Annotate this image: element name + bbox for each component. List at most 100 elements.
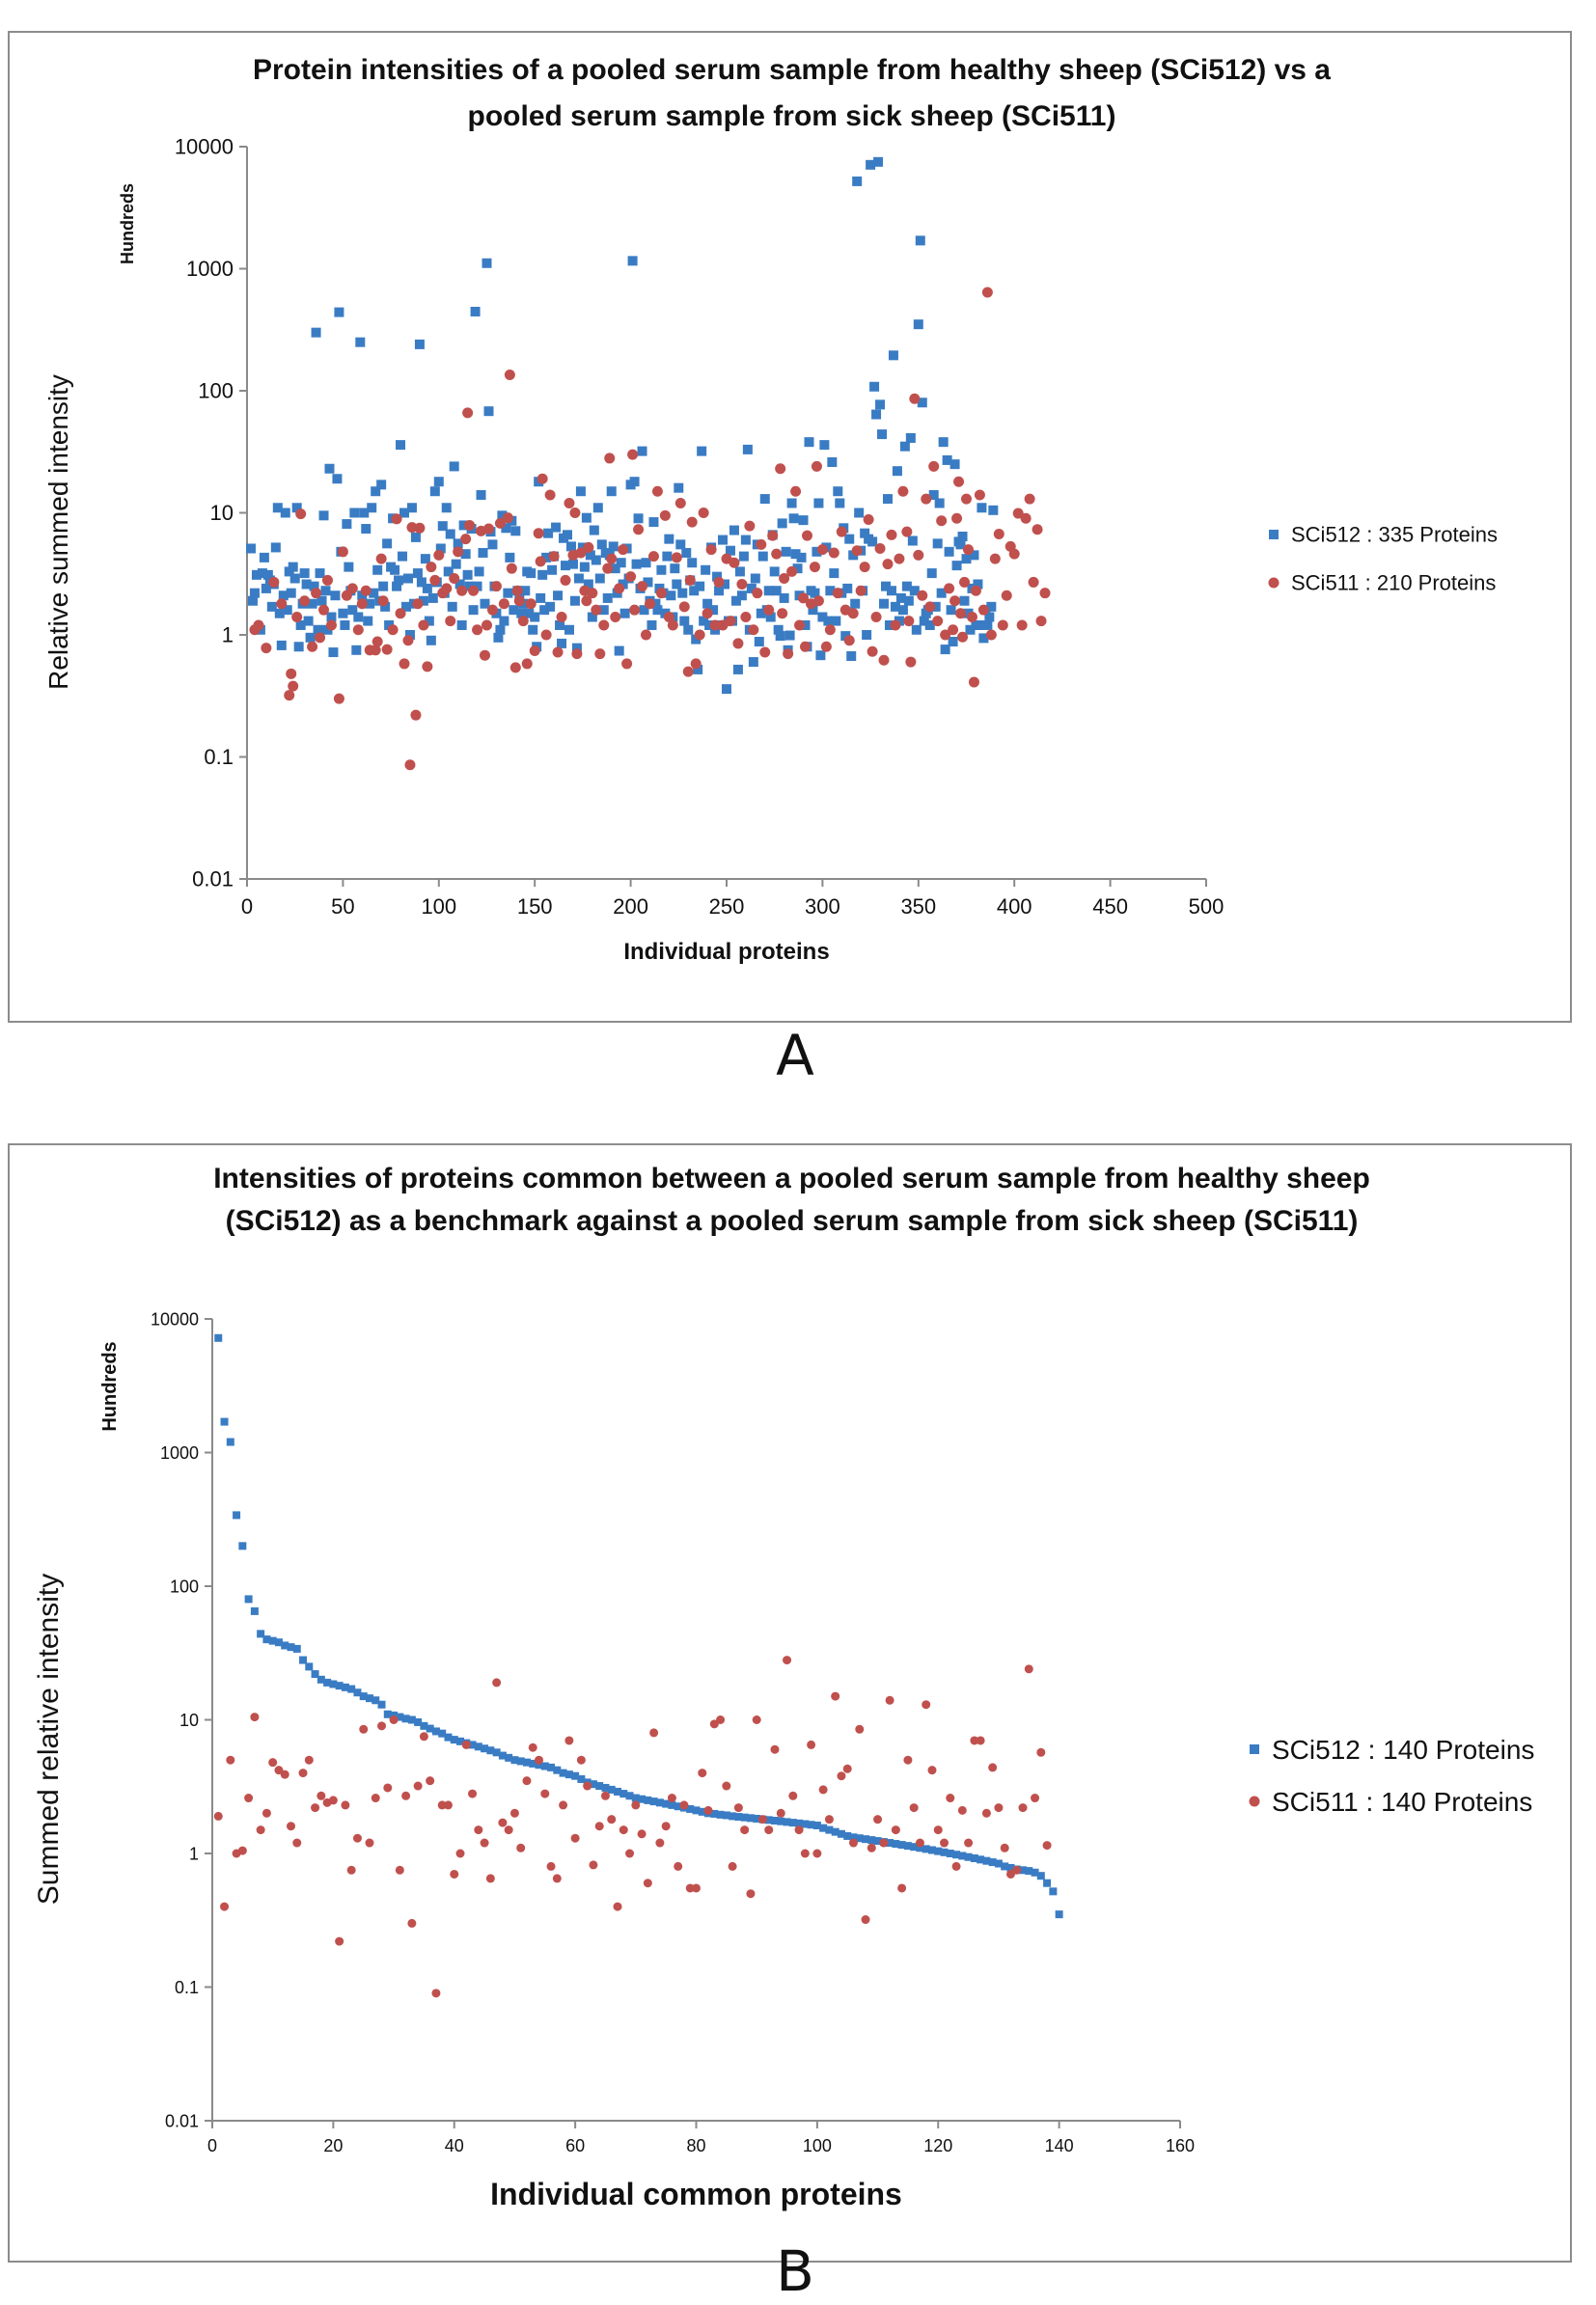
data-point <box>305 1662 314 1671</box>
data-point <box>729 1812 737 1821</box>
y-axis-label: Relative summed intensity <box>43 374 73 690</box>
data-point <box>729 557 740 568</box>
data-point <box>897 1841 906 1850</box>
legend-marker <box>1249 1796 1260 1807</box>
data-point <box>502 512 513 524</box>
data-point <box>982 1856 991 1865</box>
data-point <box>598 619 610 631</box>
data-point <box>288 562 298 572</box>
data-point <box>835 498 845 508</box>
data-point <box>509 1808 519 1818</box>
data-point <box>318 510 329 521</box>
data-point <box>414 522 426 534</box>
data-point <box>722 684 731 695</box>
data-point <box>462 407 474 419</box>
data-point <box>697 446 707 456</box>
data-point <box>666 590 676 601</box>
data-point <box>1019 1866 1028 1875</box>
data-point <box>928 490 939 501</box>
data-point <box>674 497 686 508</box>
data-point <box>867 1843 876 1852</box>
data-point <box>352 1833 362 1843</box>
data-point <box>341 1683 349 1691</box>
data-point <box>682 666 694 677</box>
data-point <box>736 590 747 601</box>
data-point <box>595 1782 604 1791</box>
data-point <box>903 595 914 606</box>
data-point <box>740 612 752 623</box>
data-point <box>977 604 989 616</box>
x-tick-label: 150 <box>517 894 553 919</box>
data-point <box>289 573 300 584</box>
data-point <box>909 586 920 596</box>
data-point <box>693 664 703 674</box>
data-point <box>337 546 348 558</box>
data-point <box>840 631 851 642</box>
data-point <box>276 640 287 650</box>
data-point <box>807 1740 816 1749</box>
data-point <box>674 482 684 493</box>
data-point <box>482 619 492 631</box>
data-point <box>281 1641 289 1650</box>
data-point <box>610 563 620 574</box>
y-tick-label: 1000 <box>160 1443 199 1463</box>
x-tick-label: 200 <box>613 894 648 919</box>
data-point <box>458 520 469 531</box>
data-point <box>383 1783 393 1793</box>
data-point <box>740 1813 749 1822</box>
data-point <box>843 635 855 646</box>
data-point <box>903 1755 913 1765</box>
data-point <box>671 552 682 563</box>
data-point <box>509 605 519 616</box>
data-point <box>325 619 337 631</box>
data-point <box>922 1700 931 1710</box>
data-point <box>746 1814 755 1823</box>
data-point <box>849 1833 858 1842</box>
data-point <box>936 515 948 527</box>
data-point <box>422 583 432 593</box>
data-point <box>643 577 653 588</box>
data-point <box>699 616 709 626</box>
data-point <box>625 1849 635 1858</box>
data-point <box>820 641 832 652</box>
data-point <box>299 595 311 607</box>
data-point <box>1001 590 1012 601</box>
data-point <box>824 624 836 636</box>
data-point <box>387 624 399 636</box>
data-point <box>311 588 322 599</box>
data-point <box>867 536 878 547</box>
data-point <box>390 564 400 575</box>
data-point <box>674 1802 682 1811</box>
data-point <box>1024 493 1035 505</box>
data-point <box>449 573 460 585</box>
data-point <box>547 564 558 575</box>
data-point <box>881 581 892 591</box>
data-point <box>396 440 406 451</box>
x-tick-label: 80 <box>686 2136 705 2155</box>
data-point <box>391 513 402 525</box>
data-point <box>570 1833 580 1843</box>
data-point <box>493 632 504 643</box>
data-point <box>823 616 834 626</box>
data-point <box>353 1688 362 1697</box>
data-point <box>429 574 441 586</box>
data-point <box>631 1794 640 1802</box>
data-point <box>472 624 483 636</box>
x-tick-label: 350 <box>900 894 936 919</box>
data-point <box>594 573 605 584</box>
data-point <box>970 585 981 596</box>
data-point <box>282 605 292 616</box>
data-point <box>245 543 256 554</box>
data-point <box>959 576 971 588</box>
data-point <box>720 579 730 590</box>
data-point <box>330 590 341 601</box>
data-point <box>643 1879 652 1888</box>
data-point <box>238 1542 247 1550</box>
data-point <box>813 498 824 508</box>
data-point <box>951 561 962 571</box>
chart-panel-a: Protein intensities of a pooled serum sa… <box>8 31 1572 1023</box>
data-point <box>402 635 414 646</box>
data-point <box>401 1715 410 1723</box>
data-point <box>905 656 917 668</box>
data-point <box>836 526 847 537</box>
